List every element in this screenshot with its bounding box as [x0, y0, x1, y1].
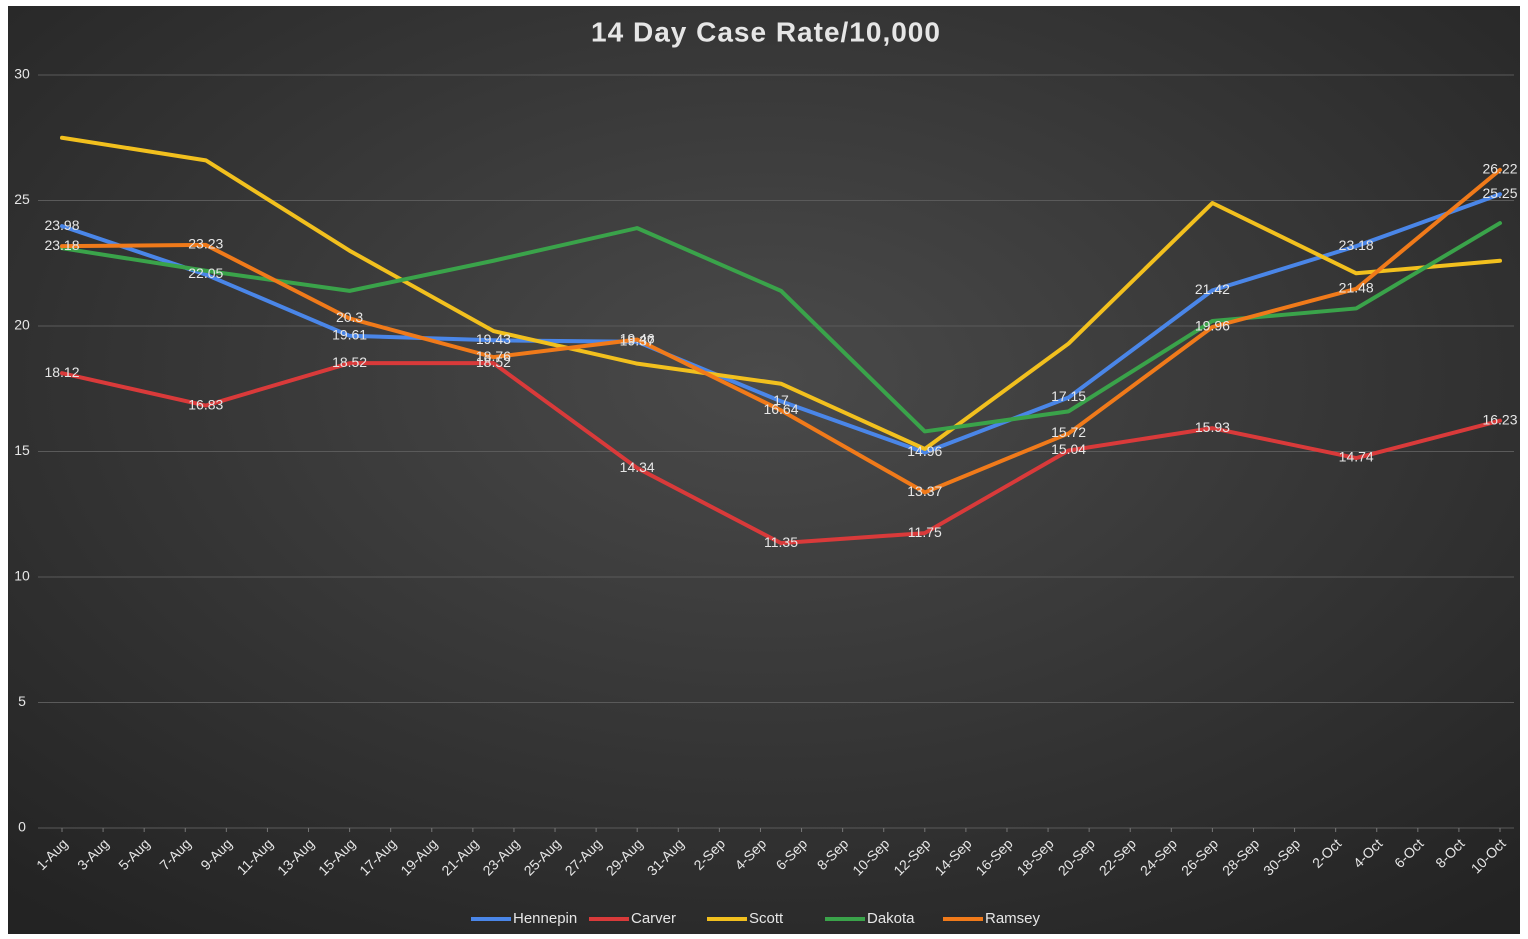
- legend-label: Dakota: [867, 910, 915, 927]
- data-label: 20.3: [336, 309, 363, 325]
- data-label: 16.23: [1482, 411, 1517, 427]
- data-label: 22.05: [188, 265, 223, 281]
- y-tick-label: 5: [18, 693, 26, 709]
- data-label: 19.96: [1195, 318, 1230, 334]
- data-label: 19.37: [620, 333, 655, 349]
- y-tick-label: 25: [14, 191, 30, 207]
- legend-label: Carver: [631, 910, 676, 927]
- data-label: 17.15: [1051, 388, 1086, 404]
- data-label: 16.83: [188, 396, 223, 412]
- data-label: 23.18: [44, 237, 79, 253]
- series-line: [60, 361, 1502, 546]
- data-label: 18.76: [476, 348, 511, 364]
- chart-background: [8, 6, 1520, 934]
- data-label: 18.52: [476, 354, 511, 370]
- data-label: 21.42: [1195, 281, 1230, 297]
- data-label: 23.18: [1339, 237, 1374, 253]
- data-label: 15.72: [1051, 424, 1086, 440]
- data-label: 11.75: [908, 524, 942, 540]
- data-label: 14.34: [620, 459, 655, 475]
- legend-label: Ramsey: [985, 910, 1041, 927]
- data-label: 16.64: [763, 401, 798, 417]
- data-label: 15.93: [1195, 419, 1230, 435]
- data-label: 13.37: [907, 483, 942, 499]
- data-label: 18.12: [44, 364, 79, 380]
- data-label: 25.25: [1482, 185, 1517, 201]
- data-label: 19.43: [476, 331, 511, 347]
- data-label: 23.23: [188, 236, 223, 252]
- y-tick-label: 10: [14, 568, 30, 584]
- series-line: [60, 221, 1502, 434]
- legend-label: Scott: [749, 910, 784, 927]
- y-tick-label: 20: [14, 317, 30, 333]
- series-line: [60, 135, 1502, 451]
- y-tick-label: 30: [14, 66, 30, 82]
- data-label: 17: [773, 392, 789, 408]
- chart-title: 14 Day Case Rate/10,000: [591, 16, 941, 47]
- data-label: 15.04: [1051, 441, 1086, 457]
- data-label: 14.74: [1339, 449, 1374, 465]
- data-label: 18.52: [332, 354, 367, 370]
- data-label: 14.96: [907, 443, 942, 459]
- data-label: 11.35: [764, 534, 798, 550]
- data-label: 19.46: [620, 330, 655, 346]
- data-label: 26.22: [1482, 161, 1517, 177]
- data-label: 19.61: [332, 326, 367, 342]
- y-tick-label: 15: [14, 442, 30, 458]
- data-label: 23.98: [44, 217, 79, 233]
- legend-label: Hennepin: [513, 910, 577, 927]
- data-label: 21.48: [1339, 280, 1374, 296]
- y-tick-label: 0: [18, 819, 26, 835]
- series-line: [60, 192, 1502, 455]
- series-line: [60, 167, 1502, 495]
